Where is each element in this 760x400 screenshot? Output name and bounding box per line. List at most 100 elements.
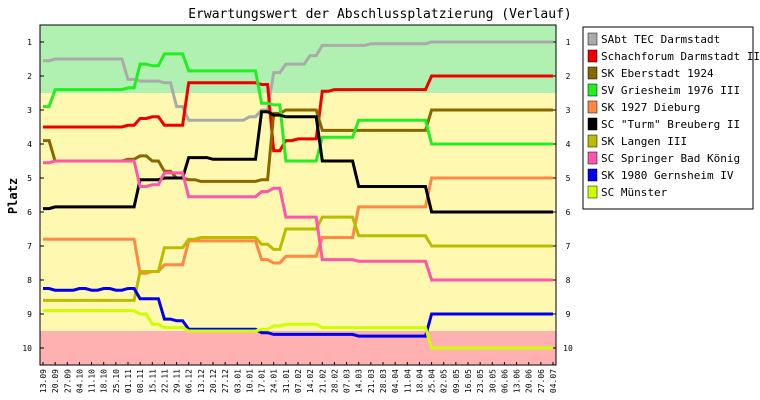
series-line-2 [43,74,553,153]
y-tick-label-right-1: 1 [566,38,571,47]
x-tick-label-32: 25.04 [428,369,437,393]
legend-label-10: SC Münster [601,186,668,199]
x-tick-label-39: 13.06 [513,369,522,393]
x-tick-label-7: 01.11 [124,369,133,393]
legend-label-7: SK Langen III [601,135,687,148]
y-tick-label-right-7: 7 [566,242,571,251]
x-tick-label-20: 31.01 [282,369,291,393]
x-tick-label-37: 30.05 [488,369,497,393]
x-tick-label-29: 04.04 [391,369,400,393]
legend-label-2: Schachforum Darmstadt III [601,50,760,63]
legend-swatch-3 [587,66,598,80]
y-tick-label-right-8: 8 [566,276,571,285]
legend-swatch-7 [587,134,598,148]
x-tick-label-38: 06.06 [500,369,509,393]
y-tick-label-left-7: 7 [27,242,32,251]
y-tick-label-right-6: 6 [566,208,571,217]
x-tick-label-17: 10.01 [245,369,254,393]
x-tick-label-23: 21.02 [318,369,327,393]
x-tick-label-22: 14.02 [306,369,315,393]
legend-label-4: SV Griesheim 1976 III [601,84,740,97]
x-tick-label-42: 04.07 [549,369,558,393]
x-tick-label-6: 25.10 [112,369,121,393]
x-tick-label-21: 07.02 [294,369,303,393]
x-tick-label-26: 14.03 [355,369,364,393]
y-tick-label-right-5: 5 [566,174,571,183]
plot-border [39,24,557,366]
x-tick-label-36: 23.05 [476,369,485,393]
y-tick-label-left-5: 5 [27,174,32,183]
series-line-1 [43,40,553,122]
y-tick-label-left-3: 3 [27,106,32,115]
legend-swatch-1 [587,32,598,46]
x-tick-label-41: 27.06 [537,369,546,393]
legend-swatch-10 [587,185,598,199]
x-tick-label-28: 28.03 [379,369,388,393]
x-tick-label-40: 20.06 [525,369,534,393]
series-layer [43,40,553,350]
x-tick-label-14: 20.12 [209,369,218,393]
y-axis-label: Platz [6,178,20,214]
series-line-9 [43,287,553,338]
series-line-7 [43,215,553,302]
x-tick-label-10: 22.11 [160,369,169,393]
y-tick-label-left-10: 10 [22,344,32,353]
y-tick-label-left-2: 2 [27,72,32,81]
x-tick-label-1: 20.09 [51,369,60,393]
y-tick-label-right-2: 2 [566,72,571,81]
series-line-4 [43,52,553,163]
x-tick-label-2: 27.09 [63,369,72,393]
y-tick-label-left-9: 9 [27,310,32,319]
legend-label-9: SK 1980 Gernsheim IV [601,169,734,182]
x-tick-label-27: 21.03 [367,369,376,393]
y-tick-label-right-4: 4 [566,140,571,149]
series-line-5 [43,176,553,275]
x-tick-label-34: 09.05 [452,369,461,393]
x-tick-label-19: 24.01 [270,369,279,393]
legend-box [582,26,754,210]
x-tick-label-8: 08.11 [136,369,145,393]
series-line-10 [43,309,553,350]
x-tick-label-16: 03.01 [233,369,242,393]
y-tick-label-right-10: 10 [563,344,573,353]
x-tick-label-15: 27.12 [221,369,230,393]
x-tick-label-33: 02.05 [440,369,449,393]
x-tick-label-3: 04.10 [75,369,84,393]
chart-title: Erwartungswert der Abschlussplatzierung … [188,7,572,22]
legend-swatch-5 [587,100,598,114]
x-tick-label-12: 06.12 [185,369,194,393]
legend-swatch-8 [587,151,598,165]
x-tick-label-5: 18.10 [100,369,109,393]
y-tick-label-left-6: 6 [27,208,32,217]
x-tick-label-11: 29.11 [173,369,182,393]
legend-swatch-6 [587,117,598,131]
legend-label-3: SK Eberstadt 1924 [601,67,714,80]
x-tick-label-9: 15.11 [148,369,157,393]
y-tick-label-left-4: 4 [27,140,32,149]
x-tick-label-0: 13.09 [39,369,48,393]
legend-swatch-9 [587,168,598,182]
legend-swatch-4 [587,83,598,97]
series-line-3 [43,108,553,183]
legend: SAbt TEC Darmstadt Schachforum Darmstadt … [582,26,760,210]
legend-swatch-2 [587,49,598,63]
series-line-6 [43,110,553,214]
y-tick-label-right-3: 3 [566,106,571,115]
series-line-8 [43,159,553,282]
x-tick-label-35: 16.05 [464,369,473,393]
x-tick-label-24: 28.02 [330,369,339,393]
x-tick-label-13: 13.12 [197,369,206,393]
y-tick-label-left-1: 1 [27,38,32,47]
y-tick-label-right-9: 9 [566,310,571,319]
legend-label-5: SK 1927 Dieburg [601,101,700,114]
y-tick-label-left-8: 8 [27,276,32,285]
x-tick-label-4: 11.10 [88,369,97,393]
x-tick-label-25: 07.03 [343,369,352,393]
x-tick-label-18: 17.01 [258,369,267,393]
x-tick-label-31: 18.04 [415,369,424,393]
x-tick-label-30: 11.04 [403,369,412,393]
legend-label-1: SAbt TEC Darmstadt [601,33,720,46]
